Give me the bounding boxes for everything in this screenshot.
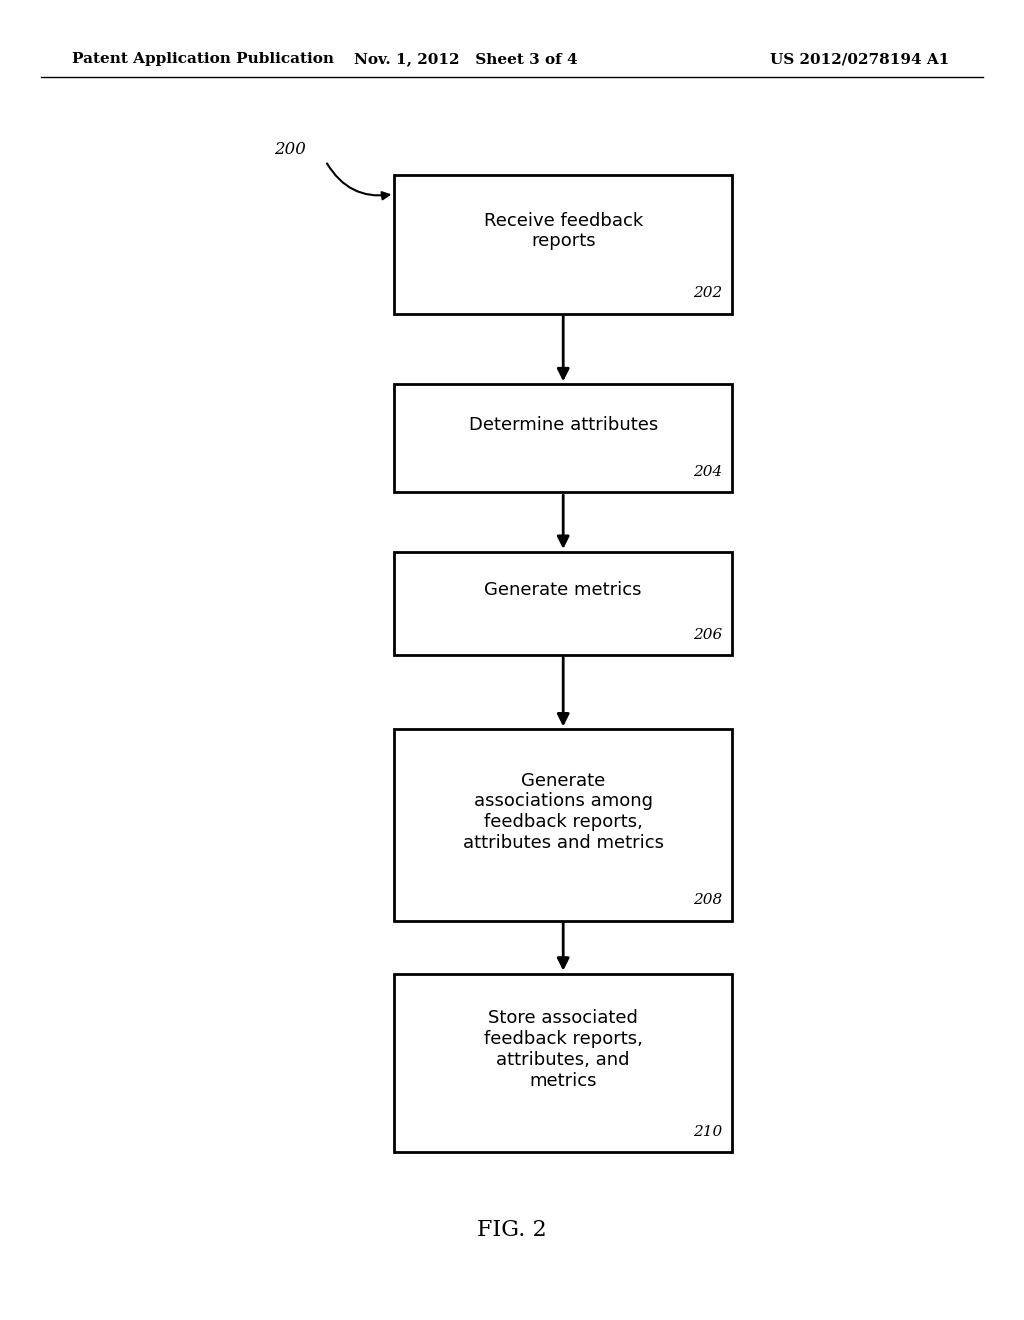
- Text: 210: 210: [692, 1125, 722, 1138]
- Bar: [394, 384, 732, 492]
- Text: FIG. 2: FIG. 2: [477, 1220, 547, 1241]
- Text: US 2012/0278194 A1: US 2012/0278194 A1: [770, 53, 950, 66]
- Text: 200: 200: [274, 141, 306, 157]
- Text: Nov. 1, 2012   Sheet 3 of 4: Nov. 1, 2012 Sheet 3 of 4: [354, 53, 578, 66]
- Text: 208: 208: [692, 894, 722, 908]
- Text: Determine attributes: Determine attributes: [469, 416, 657, 434]
- Text: Patent Application Publication: Patent Application Publication: [72, 53, 334, 66]
- Bar: [394, 974, 732, 1151]
- Bar: [394, 552, 732, 655]
- Text: 202: 202: [692, 286, 722, 301]
- Text: Generate
associations among
feedback reports,
attributes and metrics: Generate associations among feedback rep…: [463, 772, 664, 851]
- Text: 206: 206: [692, 627, 722, 642]
- Bar: [394, 176, 732, 314]
- Text: Generate metrics: Generate metrics: [484, 581, 642, 599]
- Text: Receive feedback
reports: Receive feedback reports: [483, 211, 643, 251]
- Bar: [394, 729, 732, 921]
- Text: Store associated
feedback reports,
attributes, and
metrics: Store associated feedback reports, attri…: [483, 1010, 643, 1089]
- Text: 204: 204: [692, 465, 722, 479]
